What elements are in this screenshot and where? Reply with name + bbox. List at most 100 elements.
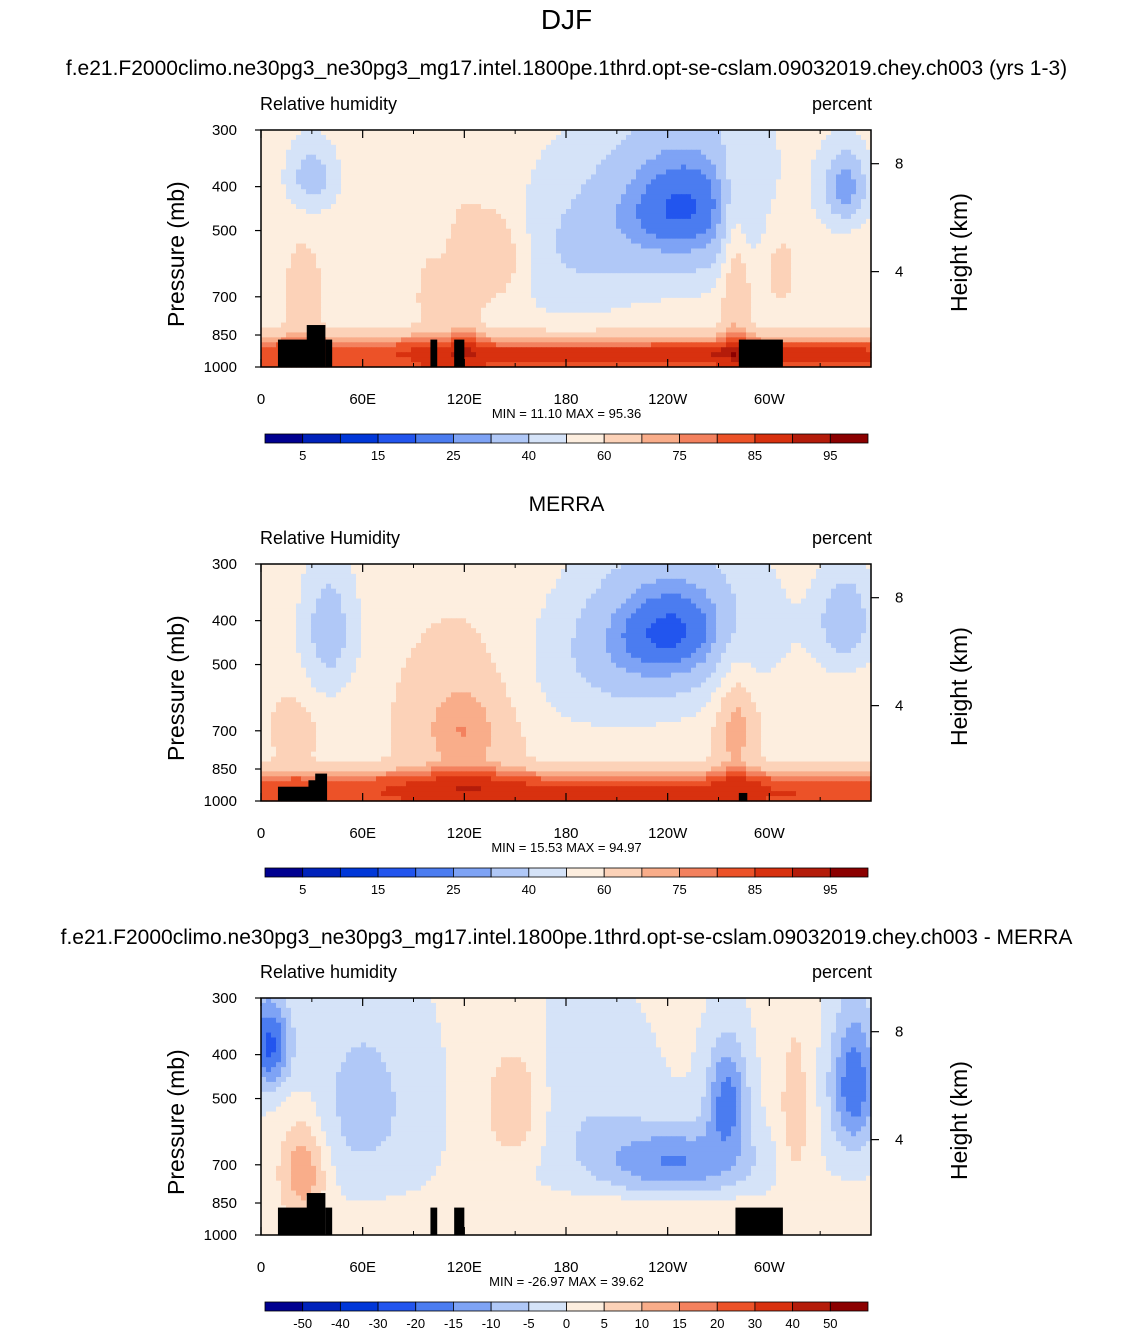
field-cell [821, 223, 827, 230]
field-cell [711, 134, 717, 141]
field-cell [621, 243, 627, 250]
field-cell [326, 322, 332, 329]
field-cell [391, 278, 397, 284]
field-cell [526, 253, 532, 259]
field-cell [816, 154, 822, 161]
field-cell [696, 327, 702, 334]
field-cell [821, 312, 827, 319]
field-cell [576, 327, 582, 334]
field-cell [691, 130, 697, 136]
field-cell [521, 253, 527, 259]
field-cell [666, 302, 672, 309]
field-cell [616, 283, 622, 289]
field-cell [391, 199, 397, 205]
field-cell [476, 312, 482, 319]
field-cell [351, 174, 357, 180]
field-cell [436, 248, 442, 255]
field-cell [706, 253, 712, 259]
field-cell [401, 130, 407, 136]
field-cell [691, 307, 697, 314]
field-cell [551, 209, 557, 215]
field-cell [326, 278, 332, 284]
field-cell [701, 154, 707, 161]
field-cell [626, 302, 632, 309]
field-cell [676, 159, 682, 166]
field-cell [336, 154, 342, 161]
field-cell [381, 159, 387, 166]
field-cell [801, 213, 807, 220]
field-cell [801, 273, 807, 279]
field-cell [511, 169, 517, 176]
field-cell [621, 283, 627, 289]
field-cell [451, 204, 457, 210]
field-cell [321, 253, 327, 259]
field-cell [736, 258, 742, 264]
field-cell [851, 302, 857, 309]
field-cell [521, 312, 527, 319]
field-cell [571, 297, 577, 304]
field-cell [721, 149, 727, 156]
field-cell [341, 253, 347, 259]
field-cell [496, 253, 502, 259]
field-cell [486, 139, 492, 146]
field-cell [811, 149, 817, 156]
field-cell [451, 213, 457, 220]
field-cell [766, 312, 772, 319]
field-cell [761, 174, 767, 180]
field-cell [771, 292, 777, 299]
field-cell [671, 194, 677, 200]
field-cell [346, 144, 352, 151]
field-cell [591, 278, 597, 284]
field-cell [341, 327, 347, 334]
field-cell [746, 327, 752, 334]
field-cell [786, 288, 792, 294]
field-cell [841, 253, 847, 259]
field-cell [516, 233, 522, 240]
field-cell [531, 149, 537, 156]
field-cell [706, 312, 712, 319]
field-cell [366, 139, 372, 146]
field-cell [291, 253, 297, 259]
field-cell [561, 278, 567, 284]
field-cell [481, 169, 487, 176]
field-cell [261, 278, 267, 284]
field-cell [536, 317, 542, 324]
field-cell [756, 194, 762, 200]
field-cell [421, 213, 427, 220]
field-cell [611, 164, 617, 171]
field-cell [771, 307, 777, 314]
field-cell [586, 317, 592, 324]
field-cell [721, 233, 727, 240]
field-cell [481, 184, 487, 190]
field-cell [681, 204, 687, 210]
field-cell [406, 144, 412, 151]
field-cell [721, 144, 727, 151]
field-cell [451, 273, 457, 279]
field-cell [821, 209, 827, 215]
field-cell [556, 327, 562, 334]
field-cell [436, 233, 442, 240]
field-cell [761, 164, 767, 171]
field-cell [296, 233, 302, 240]
field-cell [521, 268, 527, 274]
field-cell [456, 130, 462, 136]
field-cell [301, 179, 307, 185]
field-cell [366, 159, 372, 166]
field-cell [736, 174, 742, 180]
field-cell [386, 179, 392, 185]
field-cell [416, 273, 422, 279]
field-cell [831, 248, 837, 255]
field-cell [811, 312, 817, 319]
field-cell [471, 307, 477, 314]
field-cell [821, 322, 827, 329]
field-cell [591, 154, 597, 161]
field-cell [701, 213, 707, 220]
field-cell [271, 312, 277, 319]
field-cell [451, 139, 457, 146]
field-cell [301, 263, 307, 269]
field-cell [391, 169, 397, 176]
field-cell [651, 134, 657, 141]
field-cell [461, 189, 467, 195]
field-cell [476, 139, 482, 146]
field-cell [296, 184, 302, 190]
